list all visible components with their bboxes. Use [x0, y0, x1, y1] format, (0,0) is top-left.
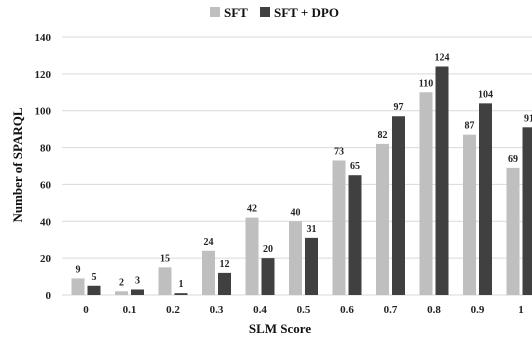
bar-sft-0.2 [158, 267, 172, 295]
x-category-label: 0.1 [123, 304, 137, 316]
bar-sft-0.8 [419, 92, 433, 296]
data-label: 42 [247, 204, 257, 215]
x-category-label: 0 [83, 304, 89, 316]
data-label: 73 [334, 146, 344, 157]
legend-swatch-sft-dpo [260, 7, 270, 17]
x-category-label: 0.8 [427, 304, 441, 316]
data-label: 91 [524, 113, 532, 124]
y-axis-ticks: 0 20 40 60 80 100 120 140 [35, 32, 52, 302]
data-label: 65 [350, 161, 360, 172]
bar-sft-0.9 [463, 134, 476, 295]
x-category-label: 0.9 [471, 304, 485, 316]
data-label: 40 [291, 207, 301, 218]
bar-sft-dpo-0.6 [348, 175, 362, 295]
data-labels: 952 3151241242204031736582971101248710469… [76, 52, 532, 290]
y-tick-label: 0 [46, 290, 52, 302]
x-category-label: 0.7 [384, 304, 398, 316]
data-label: 5 [92, 272, 97, 283]
legend-swatch-sft [210, 7, 220, 17]
y-tick-label: 100 [35, 106, 52, 118]
bar-sft-0.7 [376, 143, 389, 295]
bar-sft-1 [506, 167, 520, 295]
bar-sft-dpo-0.9 [479, 103, 492, 295]
x-category-label: 0.3 [210, 304, 224, 316]
data-label: 9 [76, 264, 81, 275]
bar-sft-dpo-0.1 [131, 289, 144, 295]
legend: SFT SFT + DPO [210, 5, 339, 20]
bar-sft-0.1 [115, 291, 128, 295]
bar-sft-dpo-0.3 [218, 272, 231, 295]
x-axis-categories: 0 0.1 0.2 0.3 0.4 0.5 0.6 0.7 0.8 0.9 1 [83, 304, 524, 316]
x-category-label: 0.6 [340, 304, 354, 316]
data-label: 97 [394, 102, 404, 113]
bar-sft-dpo-0.4 [261, 258, 275, 295]
data-label: 104 [478, 89, 493, 100]
data-label: 87 [465, 121, 475, 132]
data-label: 2 [119, 277, 124, 288]
data-label: 69 [508, 154, 518, 165]
bar-sft-dpo-0.5 [305, 237, 318, 295]
bar-sft-dpo-0.7 [392, 116, 405, 295]
bar-sft-0.6 [332, 160, 346, 295]
bar-sft-0.5 [289, 221, 302, 295]
bar-sft-0.3 [202, 250, 215, 295]
y-tick-label: 20 [40, 253, 52, 265]
x-category-label: 0.4 [253, 304, 267, 316]
data-label: 82 [378, 130, 388, 141]
y-tick-label: 120 [35, 69, 52, 81]
y-axis-title: Number of SPARQL [10, 107, 25, 222]
data-label: 31 [307, 224, 317, 235]
bars [71, 66, 532, 296]
data-label: 12 [220, 259, 230, 270]
x-category-label: 0.2 [166, 304, 180, 316]
data-label: 15 [160, 253, 170, 264]
data-label: 20 [263, 244, 273, 255]
data-label: 1 [179, 279, 184, 290]
legend-label-sft-dpo: SFT + DPO [274, 5, 339, 20]
bar-sft-0.4 [245, 217, 259, 295]
y-tick-label: 60 [40, 179, 52, 191]
data-label: 124 [435, 52, 450, 63]
x-axis-title: SLM Score [249, 321, 311, 336]
y-tick-label: 140 [35, 32, 52, 44]
bar-sft-0 [71, 278, 85, 295]
data-label: 3 [135, 275, 140, 286]
y-tick-label: 40 [40, 216, 52, 228]
data-label: 110 [419, 78, 433, 89]
bar-sft-dpo-1 [522, 127, 532, 295]
x-category-label: 1 [518, 304, 524, 316]
bar-sft-dpo-0.8 [435, 66, 449, 295]
bar-sft-dpo-0 [87, 285, 101, 295]
data-label: 24 [204, 237, 214, 248]
bar-sft-dpo-0.2 [174, 293, 188, 295]
x-category-label: 0.5 [297, 304, 311, 316]
legend-label-sft: SFT [224, 5, 248, 20]
y-tick-label: 80 [40, 143, 52, 155]
